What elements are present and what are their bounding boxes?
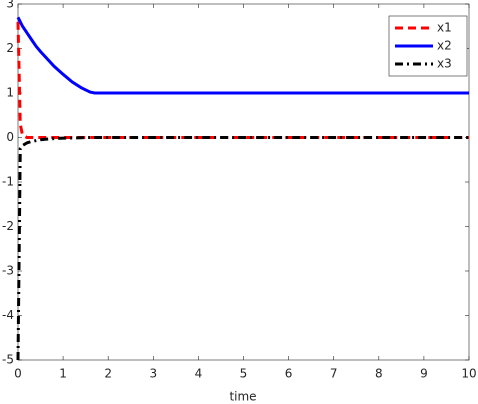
y-tick-label: 3 <box>6 0 14 11</box>
legend-label: x3 <box>437 57 452 71</box>
x-tick-label: 10 <box>461 367 476 381</box>
x-tick-label: 1 <box>59 367 67 381</box>
x-tick-label: 7 <box>330 367 338 381</box>
x-tick-label: 6 <box>285 367 293 381</box>
y-tick-label: -1 <box>2 175 14 189</box>
legend-label: x1 <box>437 21 452 35</box>
y-tick-label: -5 <box>2 353 14 367</box>
legend-label: x2 <box>437 39 452 53</box>
y-tick-label: 0 <box>6 130 14 144</box>
x-tick-label: 2 <box>104 367 112 381</box>
x-tick-label: 9 <box>420 367 428 381</box>
x-tick-label: 4 <box>195 367 203 381</box>
series-line <box>16 16 469 95</box>
y-tick-label: -4 <box>2 308 14 322</box>
x-tick-label: 5 <box>240 367 248 381</box>
x-tick-label: 0 <box>14 367 22 381</box>
y-tick-label: -2 <box>2 219 14 233</box>
y-tick-label: 1 <box>6 86 14 100</box>
y-tick-label: 2 <box>6 41 14 55</box>
x-tick-label: 8 <box>375 367 383 381</box>
series-line <box>16 136 469 361</box>
x-axis-label: time <box>229 390 256 404</box>
x-tick-label: 3 <box>149 367 157 381</box>
y-tick-label: -3 <box>2 264 14 278</box>
